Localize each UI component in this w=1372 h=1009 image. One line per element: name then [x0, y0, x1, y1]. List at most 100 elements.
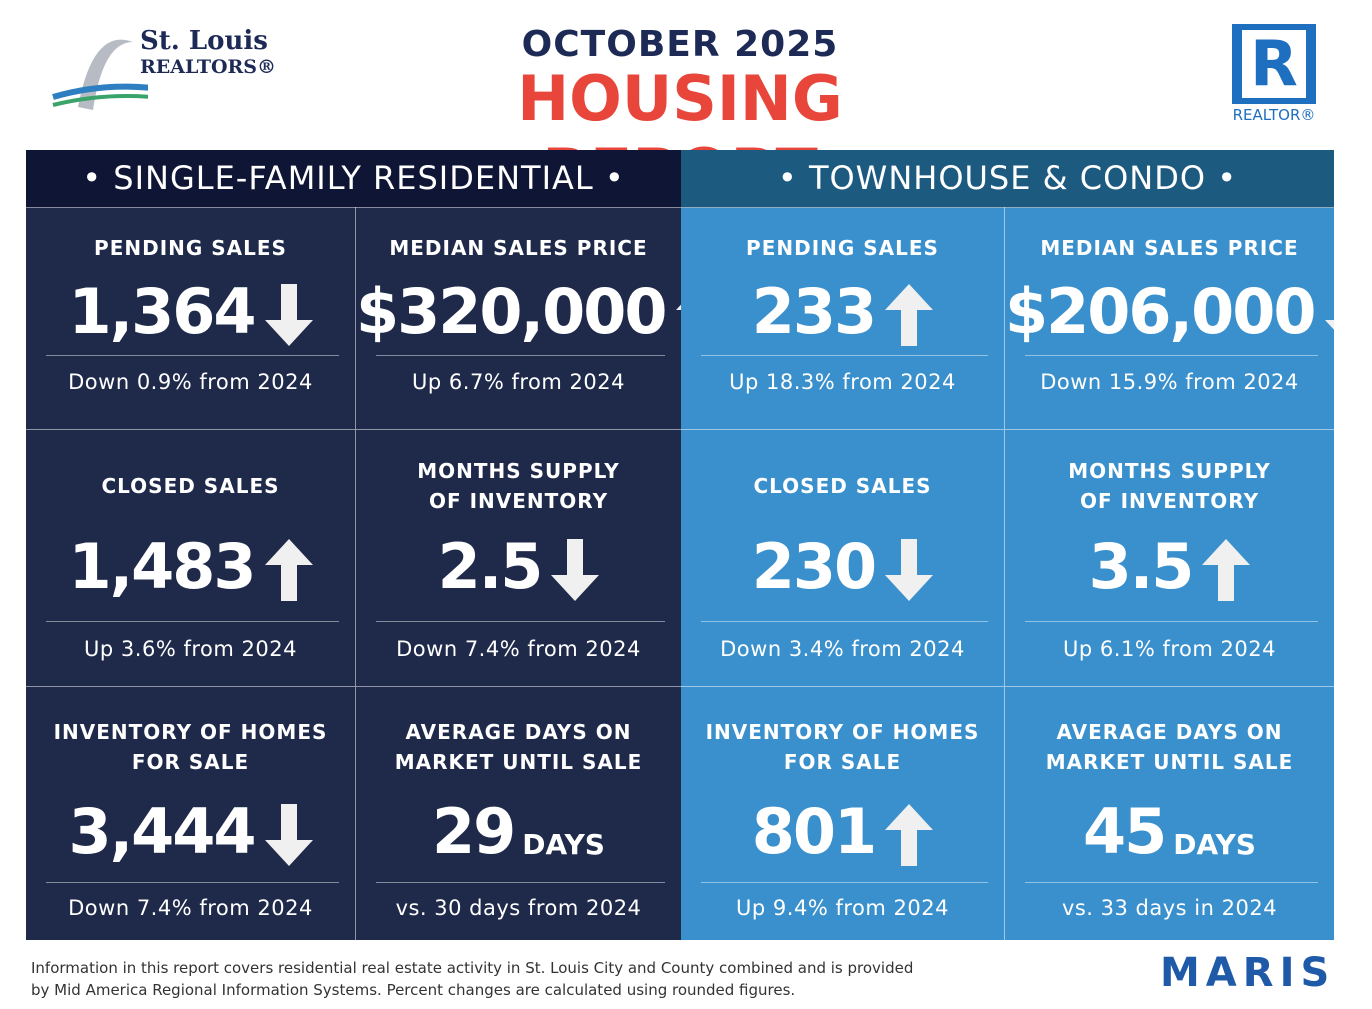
stat-cell: CLOSED SALES 1,483 Up 3.6% from 2024 — [26, 430, 356, 687]
section-header: • SINGLE-FAMILY RESIDENTIAL • — [26, 150, 681, 208]
stat-value-row: 230 — [681, 525, 1004, 605]
label-line: OF INVENTORY — [428, 489, 609, 513]
arrow-up — [885, 284, 934, 346]
arch-icon — [52, 39, 148, 110]
label-line: MARKET UNTIL SALE — [1045, 750, 1294, 774]
stat-change: Down 3.4% from 2024 — [720, 637, 965, 661]
arrow-down — [264, 804, 313, 866]
separator — [376, 355, 665, 356]
stat-value-row: 801 — [681, 790, 1004, 870]
stat-value: 3.5 — [1088, 530, 1195, 603]
stat-value: 801 — [751, 795, 877, 868]
stat-cell: INVENTORY OF HOMES FOR SALE 801 Up 9.4% fro… — [681, 687, 1005, 940]
stat-value-row: $320,000 — [356, 270, 681, 350]
arrow-down — [1324, 320, 1334, 331]
stat-label: INVENTORY OF HOMES FOR SALE — [681, 717, 1004, 777]
stat-label: INVENTORY OF HOMES FOR SALE — [26, 717, 355, 777]
arrow-up — [885, 804, 934, 866]
maris-logo: MARIS — [1160, 950, 1336, 996]
stat-cell: PENDING SALES 1,364 Down 0.9% from 2024 — [26, 207, 356, 430]
stat-value-row: 3,444 — [26, 790, 355, 870]
footer-note: Information in this report covers reside… — [31, 957, 913, 1001]
section-title: • SINGLE-FAMILY RESIDENTIAL • — [82, 159, 625, 197]
label-line: MARKET UNTIL SALE — [394, 750, 643, 774]
label-line: PENDING SALES — [94, 236, 287, 260]
stat-change: vs. 30 days from 2024 — [395, 896, 642, 920]
stat-value: $320,000 — [356, 275, 668, 348]
logo-line1: St. Louis — [140, 26, 268, 56]
label-line: INVENTORY OF HOMES — [705, 720, 980, 744]
stat-value-row: 1,483 — [26, 525, 355, 605]
separator — [46, 355, 339, 356]
stat-cell: MONTHS SUPPLY OF INVENTORY 3.5 Up 6.1% from… — [1005, 430, 1334, 687]
stat-value-row: $206,000 — [1005, 270, 1334, 350]
stat-value: 1,483 — [68, 530, 256, 603]
label-line: OF INVENTORY — [1079, 489, 1260, 513]
stat-value: 233 — [751, 275, 877, 348]
stat-label: CLOSED SALES — [26, 471, 355, 501]
separator — [1025, 882, 1318, 883]
label-line: INVENTORY OF HOMES — [53, 720, 328, 744]
separator — [701, 882, 988, 883]
label-line: MONTHS SUPPLY — [1068, 459, 1271, 483]
stat-label: MEDIAN SALES PRICE — [1005, 233, 1334, 263]
stat-value: 2.5 — [437, 530, 544, 603]
separator — [701, 621, 988, 622]
separator — [1025, 355, 1318, 356]
arrow-down — [551, 539, 600, 601]
stat-cell: PENDING SALES 233 Up 18.3% from 2024 — [681, 207, 1005, 430]
stat-value-row: 2.5 — [356, 525, 681, 605]
stat-cell: MEDIAN SALES PRICE $206,000 Down 15.9% fro… — [1005, 207, 1334, 430]
label-line: AVERAGE DAYS ON — [1056, 720, 1283, 744]
stat-label: MONTHS SUPPLY OF INVENTORY — [356, 456, 681, 516]
label-line: CLOSED SALES — [101, 474, 280, 498]
stat-cell: AVERAGE DAYS ON MARKET UNTIL SALE 29 DAYS vs… — [356, 687, 681, 940]
section-header: • TOWNHOUSE & CONDO • — [681, 150, 1334, 208]
label-line: MONTHS SUPPLY — [417, 459, 620, 483]
stat-change: Up 3.6% from 2024 — [84, 637, 297, 661]
stat-label: AVERAGE DAYS ON MARKET UNTIL SALE — [1005, 717, 1334, 777]
stat-change: Up 18.3% from 2024 — [729, 370, 956, 394]
stat-value-row: 3.5 — [1005, 525, 1334, 605]
footer-line: Information in this report covers reside… — [31, 959, 914, 977]
label-line: MEDIAN SALES PRICE — [389, 236, 648, 260]
stat-label: AVERAGE DAYS ON MARKET UNTIL SALE — [356, 717, 681, 777]
footer-line: by Mid America Regional Information Syst… — [31, 981, 796, 999]
section: • SINGLE-FAMILY RESIDENTIAL • PENDING SAL… — [26, 150, 681, 940]
stat-label: PENDING SALES — [681, 233, 1004, 263]
section-title: • TOWNHOUSE & CONDO • — [777, 159, 1238, 197]
panel: • SINGLE-FAMILY RESIDENTIAL • PENDING SAL… — [26, 150, 1334, 940]
section: • TOWNHOUSE & CONDO • PENDING SALES 233 Up … — [681, 150, 1334, 940]
logo-line2: REALTORS® — [140, 56, 277, 78]
stat-value-row: 29 DAYS — [356, 790, 681, 870]
label-line: CLOSED SALES — [753, 474, 932, 498]
month: OCTOBER 2025 — [521, 24, 839, 65]
arrow-up — [1202, 539, 1251, 601]
separator — [46, 621, 339, 622]
stat-value-row: 1,364 — [26, 270, 355, 350]
label-line: FOR SALE — [131, 750, 250, 774]
label-line: FOR SALE — [783, 750, 902, 774]
stat-cell: CLOSED SALES 230 Down 3.4% from 2024 — [681, 430, 1005, 687]
stat-value-row: 45 DAYS — [1005, 790, 1334, 870]
stat-change: vs. 33 days in 2024 — [1061, 896, 1278, 920]
label-line: PENDING SALES — [746, 236, 939, 260]
arrow-down — [885, 539, 934, 601]
stat-value: 45 — [1083, 795, 1167, 868]
separator — [376, 882, 665, 883]
realtor-text: REALTOR® — [1232, 106, 1316, 124]
arrow-up — [264, 539, 313, 601]
stat-value: $206,000 — [1005, 275, 1317, 348]
stat-change: Down 15.9% from 2024 — [1040, 370, 1299, 394]
stat-value-row: 233 — [681, 270, 1004, 350]
separator — [376, 621, 665, 622]
separator — [46, 882, 339, 883]
stat-value: 1,364 — [68, 275, 256, 348]
stat-cell: AVERAGE DAYS ON MARKET UNTIL SALE 45 DAYS vs… — [1005, 687, 1334, 940]
label-line: AVERAGE DAYS ON — [405, 720, 632, 744]
logo-left: St. Louis REALTORS® — [48, 22, 278, 122]
realtor-logo: R — [1232, 24, 1316, 104]
stat-label: CLOSED SALES — [681, 471, 1004, 501]
arrow-down — [264, 284, 313, 346]
